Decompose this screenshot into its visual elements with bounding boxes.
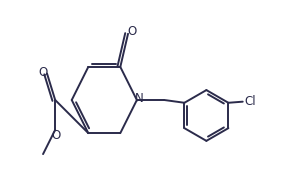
Text: O: O <box>38 66 48 79</box>
Text: O: O <box>51 129 60 142</box>
Text: O: O <box>127 25 136 38</box>
Text: N: N <box>135 92 144 105</box>
Text: Cl: Cl <box>244 95 256 108</box>
